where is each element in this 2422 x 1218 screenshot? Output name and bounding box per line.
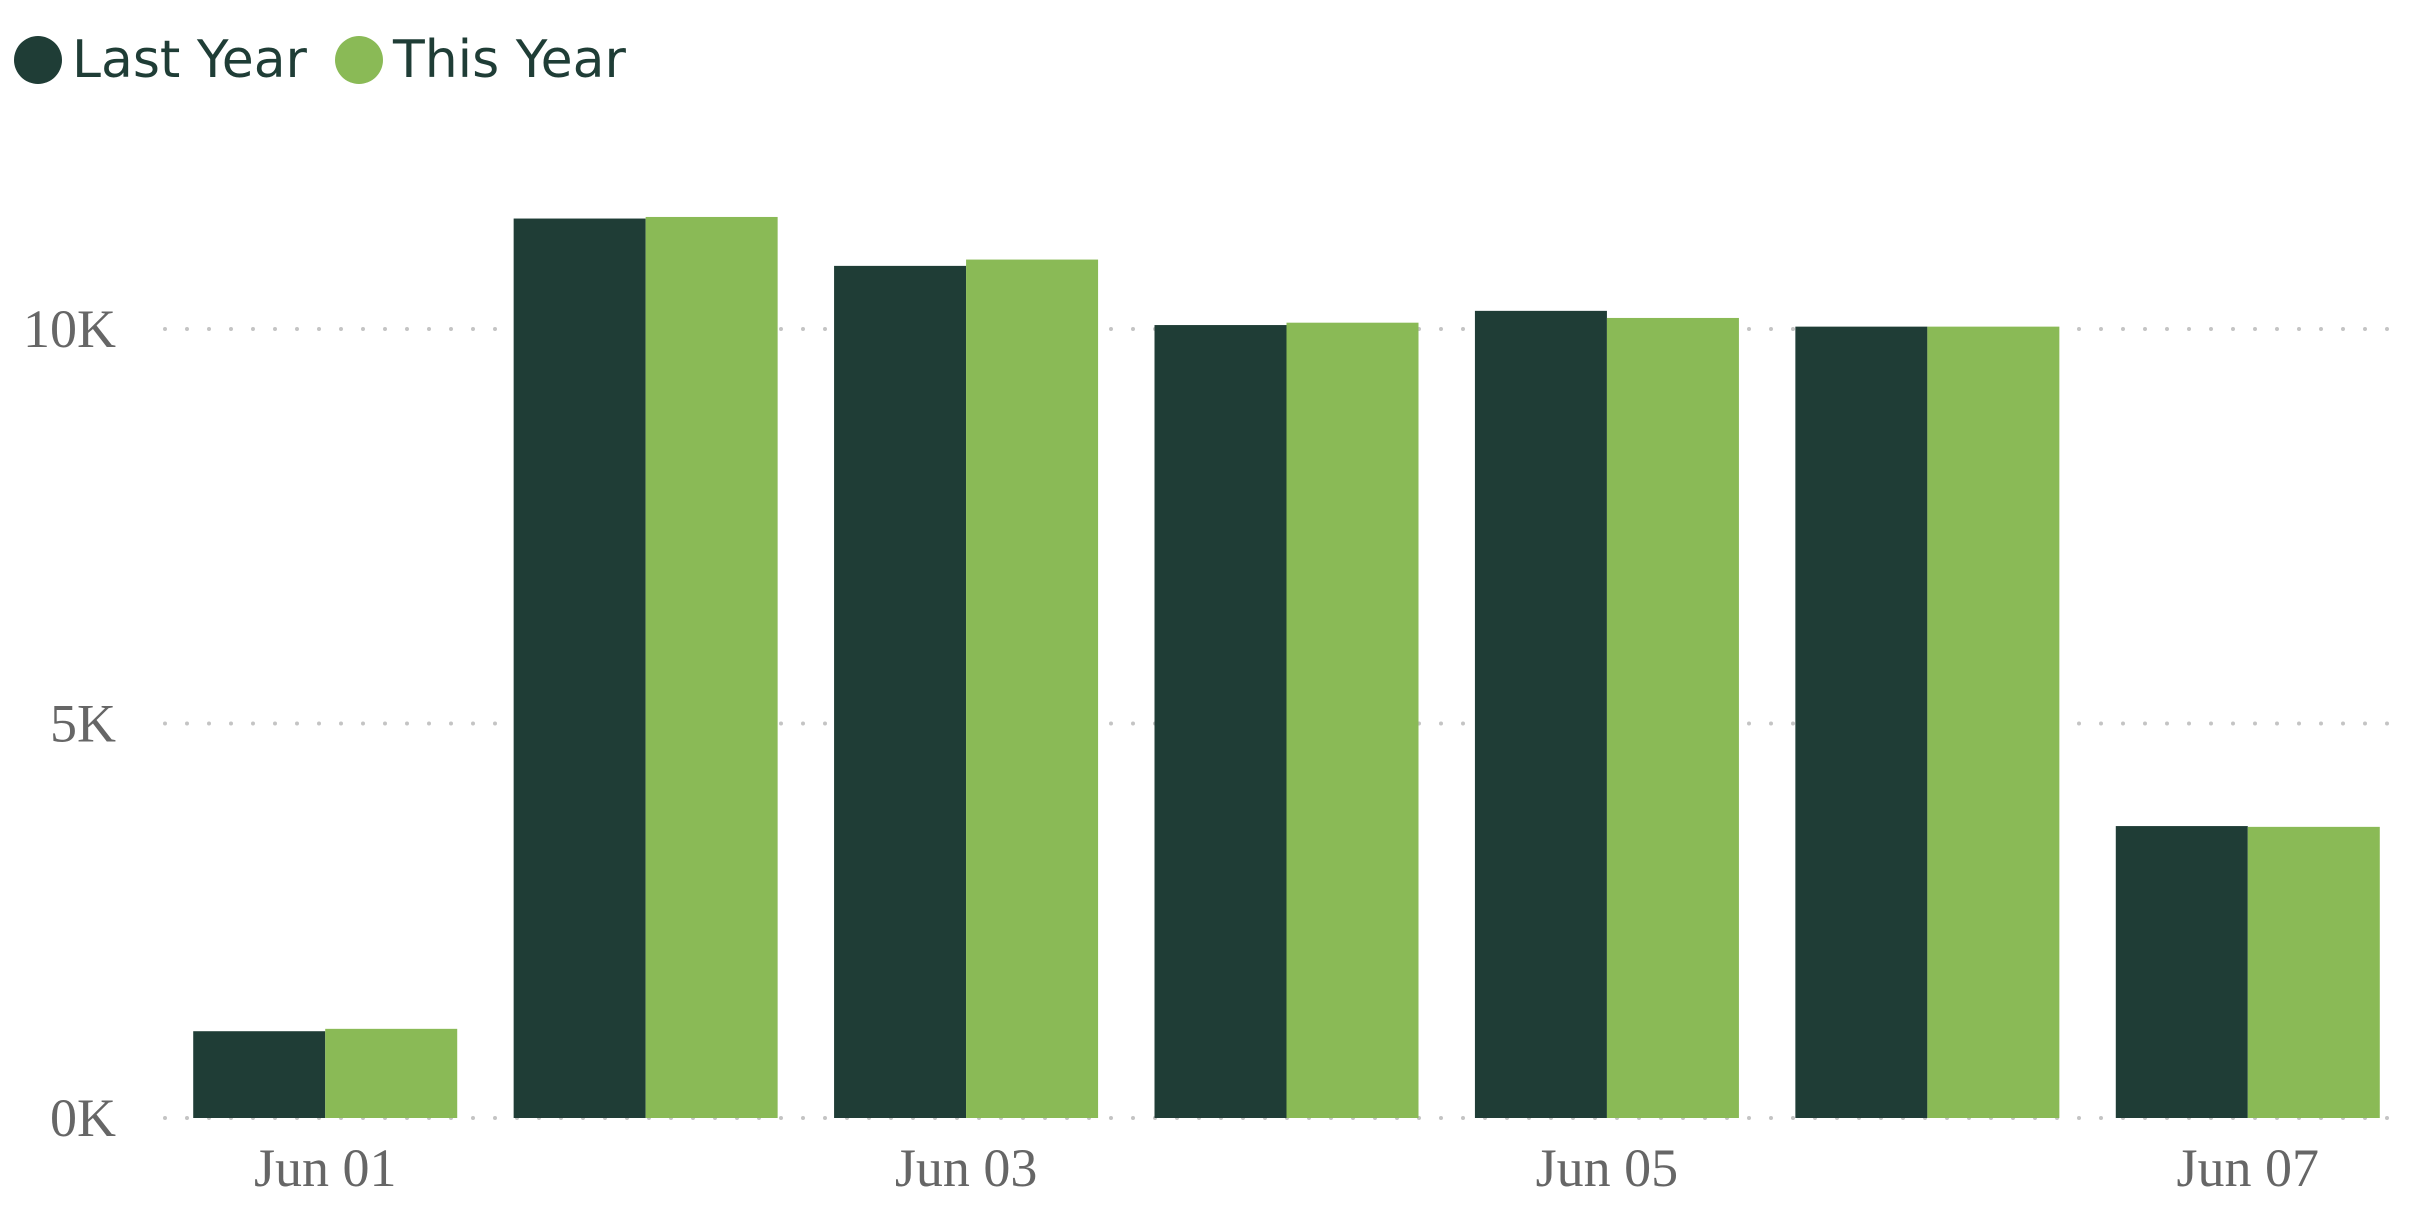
bar[interactable] xyxy=(645,216,778,1118)
legend-item-this-year[interactable]: This Year xyxy=(334,30,626,90)
bar[interactable] xyxy=(1154,325,1287,1118)
bar[interactable] xyxy=(1474,310,1607,1118)
bar[interactable] xyxy=(966,259,1099,1118)
x-tick-label: Jun 01 xyxy=(254,1138,397,1198)
bar[interactable] xyxy=(1927,326,2060,1118)
bar[interactable] xyxy=(834,265,967,1118)
x-axis: Jun 01 Jun 03 Jun 05 Jun 07 xyxy=(254,1138,2319,1198)
legend-marker-this-year xyxy=(334,36,383,84)
bar[interactable] xyxy=(2247,826,2380,1118)
legend-label-this-year: This Year xyxy=(392,30,626,90)
bar[interactable] xyxy=(193,1031,326,1118)
legend-label-last-year: Last Year xyxy=(72,30,307,90)
bar[interactable] xyxy=(1606,317,1739,1119)
bar[interactable] xyxy=(2115,826,2248,1118)
bar[interactable] xyxy=(1286,322,1419,1118)
y-tick-label: 0K xyxy=(50,1088,116,1148)
y-tick-label: 5K xyxy=(50,694,116,754)
bar[interactable] xyxy=(325,1028,458,1118)
legend-marker-last-year xyxy=(14,36,62,84)
bars xyxy=(193,216,2380,1119)
y-axis: 0K 5K 10K xyxy=(23,299,116,1148)
y-tick-label: 10K xyxy=(23,299,116,359)
legend-item-last-year[interactable]: Last Year xyxy=(14,34,307,86)
x-tick-label: Jun 07 xyxy=(2177,1138,2320,1198)
chart-legend: Last Year This Year xyxy=(14,22,626,98)
bar[interactable] xyxy=(513,218,646,1119)
bar[interactable] xyxy=(1795,326,1928,1118)
x-tick-label: Jun 05 xyxy=(1536,1138,1679,1198)
x-tick-label: Jun 03 xyxy=(895,1138,1038,1198)
